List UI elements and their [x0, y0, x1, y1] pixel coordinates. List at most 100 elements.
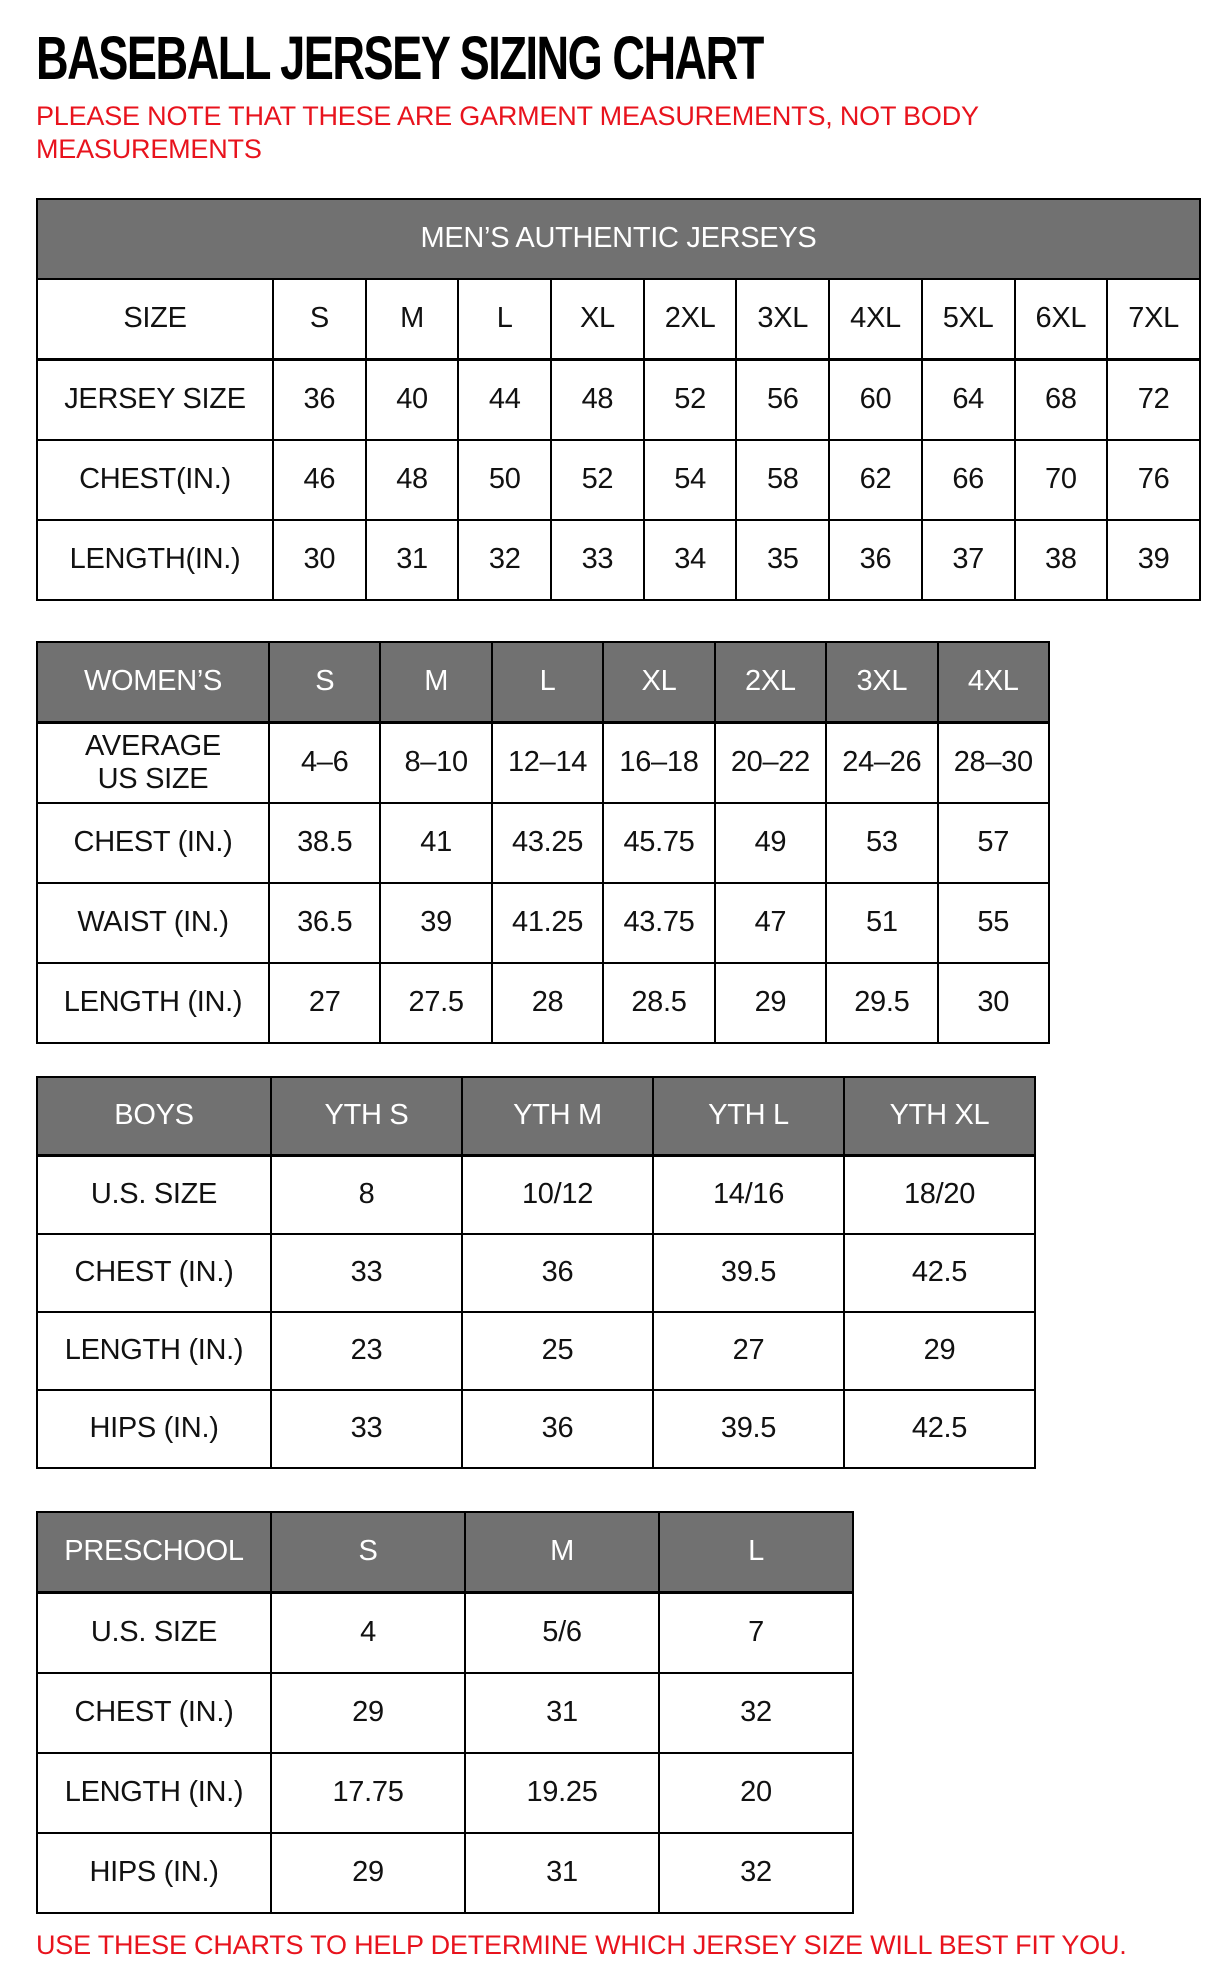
- preschool-sizing-table: PRESCHOOL S M L U.S. SIZE 4 5/6 7 CHEST (IN.) 29 3…: [36, 1510, 854, 1914]
- womens-header-row: WOMEN’S S M L XL 2XL 3XL 4XL: [36, 640, 1051, 724]
- table-cell: 33: [270, 1232, 463, 1313]
- mens-column-header: 6XL: [1013, 277, 1109, 361]
- table-cell: 43.75: [602, 881, 716, 964]
- table-cell: 52: [642, 358, 738, 441]
- table-cell: 10/12: [461, 1154, 654, 1235]
- boys-table-row: HIPS (IN.) 33 36 39.5 42.5: [36, 1388, 1036, 1469]
- preschool-table-row: CHEST (IN.) 29 31 32: [36, 1671, 854, 1754]
- table-cell: 36: [828, 518, 923, 601]
- preschool-header-label: PRESCHOOL: [36, 1510, 272, 1594]
- mens-column-header: 3XL: [735, 277, 831, 361]
- table-cell: 28: [490, 961, 605, 1044]
- womens-column-header: XL: [602, 640, 716, 724]
- womens-table-row: CHEST (IN.) 38.5 41 43.25 45.75 49 53 57: [36, 801, 1051, 884]
- table-cell: 29.5: [825, 961, 939, 1044]
- row-label: CHEST (IN.): [36, 801, 270, 884]
- table-cell: 41: [379, 801, 493, 884]
- boys-column-header: YTH XL: [843, 1075, 1036, 1157]
- row-label: CHEST (IN.): [36, 1232, 272, 1313]
- mens-column-header: XL: [550, 277, 645, 361]
- table-cell: 33: [270, 1388, 463, 1469]
- table-cell: 4–6: [267, 721, 382, 804]
- table-cell: 49: [713, 801, 828, 884]
- table-cell: 48: [364, 438, 460, 521]
- table-cell: 28.5: [602, 961, 716, 1044]
- table-cell: 19.25: [464, 1751, 660, 1834]
- table-cell: 36: [461, 1388, 654, 1469]
- mens-column-header: S: [272, 277, 367, 361]
- table-cell: 36: [272, 358, 367, 441]
- mens-sizing-table: MEN’S AUTHENTIC JERSEYS SIZE S M L XL 2XL 3XL 4X…: [36, 197, 1201, 601]
- table-cell: 57: [936, 801, 1051, 884]
- table-cell: 29: [713, 961, 828, 1044]
- row-label: LENGTH(IN.): [36, 518, 274, 601]
- preschool-table-row: HIPS (IN.) 29 31 32: [36, 1831, 854, 1914]
- table-cell: 23: [270, 1310, 463, 1391]
- mens-column-header: M: [364, 277, 460, 361]
- preschool-column-header: M: [464, 1510, 660, 1594]
- preschool-table-row: U.S. SIZE 4 5/6 7: [36, 1591, 854, 1674]
- page-title: BASEBALL JERSEY SIZING CHART: [36, 24, 764, 92]
- table-cell: 24–26: [825, 721, 939, 804]
- row-label: WAIST (IN.): [36, 881, 270, 964]
- table-cell: 20–22: [713, 721, 828, 804]
- table-cell: 60: [828, 358, 923, 441]
- table-cell: 37: [920, 518, 1016, 601]
- preschool-column-header: S: [270, 1510, 466, 1594]
- table-cell: 36: [461, 1232, 654, 1313]
- mens-column-header: 4XL: [828, 277, 923, 361]
- boys-table-row: U.S. SIZE 8 10/12 14/16 18/20: [36, 1154, 1036, 1235]
- mens-table-row: LENGTH(IN.) 30 31 32 33 34 35 36 37 38 39: [36, 518, 1201, 601]
- row-label: LENGTH (IN.): [36, 1751, 272, 1834]
- table-cell: 32: [457, 518, 553, 601]
- table-cell: 66: [920, 438, 1016, 521]
- table-cell: 62: [828, 438, 923, 521]
- table-cell: 27.5: [379, 961, 493, 1044]
- table-cell: 4: [270, 1591, 466, 1674]
- fit-advice-note: USE THESE CHARTS TO HELP DETERMINE WHICH…: [36, 1929, 1127, 1960]
- table-cell: 14/16: [652, 1154, 845, 1235]
- mens-table-row: JERSEY SIZE 36 40 44 48 52 56 60 64 68 72: [36, 358, 1201, 441]
- womens-sizing-table: WOMEN’S S M L XL 2XL 3XL 4XL AVERAGE US SIZE 4–6 8–…: [36, 640, 1051, 1044]
- mens-banner-row: MEN’S AUTHENTIC JERSEYS: [36, 197, 1201, 280]
- preschool-header-row: PRESCHOOL S M L: [36, 1510, 854, 1594]
- table-cell: 42.5: [843, 1232, 1036, 1313]
- row-label: AVERAGE US SIZE: [36, 721, 270, 804]
- table-cell: 7: [658, 1591, 854, 1674]
- table-cell: 70: [1013, 438, 1109, 521]
- table-cell: 17.75: [270, 1751, 466, 1834]
- table-cell: 30: [272, 518, 367, 601]
- mens-column-header: 7XL: [1106, 277, 1201, 361]
- table-cell: 32: [658, 1671, 854, 1754]
- table-cell: 29: [270, 1831, 466, 1914]
- boys-column-header: YTH L: [652, 1075, 845, 1157]
- table-cell: 39: [1106, 518, 1201, 601]
- womens-column-header: L: [490, 640, 605, 724]
- table-cell: 52: [550, 438, 645, 521]
- table-cell: 47: [713, 881, 828, 964]
- mens-column-header: L: [457, 277, 553, 361]
- table-cell: 38: [1013, 518, 1109, 601]
- table-cell: 12–14: [490, 721, 605, 804]
- table-cell: 18/20: [843, 1154, 1036, 1235]
- table-cell: 27: [267, 961, 382, 1044]
- table-cell: 29: [843, 1310, 1036, 1391]
- table-cell: 56: [735, 358, 831, 441]
- preschool-column-header: L: [658, 1510, 854, 1594]
- table-cell: 72: [1106, 358, 1201, 441]
- row-label: U.S. SIZE: [36, 1154, 272, 1235]
- row-label: CHEST(IN.): [36, 438, 274, 521]
- row-label: JERSEY SIZE: [36, 358, 274, 441]
- table-cell: 33: [550, 518, 645, 601]
- table-cell: 8–10: [379, 721, 493, 804]
- womens-header-label: WOMEN’S: [36, 640, 270, 724]
- mens-table-row: CHEST(IN.) 46 48 50 52 54 58 62 66 70 76: [36, 438, 1201, 521]
- womens-table-row: LENGTH (IN.) 27 27.5 28 28.5 29 29.5 30: [36, 961, 1051, 1044]
- table-cell: 5/6: [464, 1591, 660, 1674]
- table-cell: 58: [735, 438, 831, 521]
- womens-column-header: 3XL: [825, 640, 939, 724]
- table-cell: 25: [461, 1310, 654, 1391]
- table-cell: 50: [457, 438, 553, 521]
- mens-banner: MEN’S AUTHENTIC JERSEYS: [36, 197, 1201, 280]
- table-cell: 39: [379, 881, 493, 964]
